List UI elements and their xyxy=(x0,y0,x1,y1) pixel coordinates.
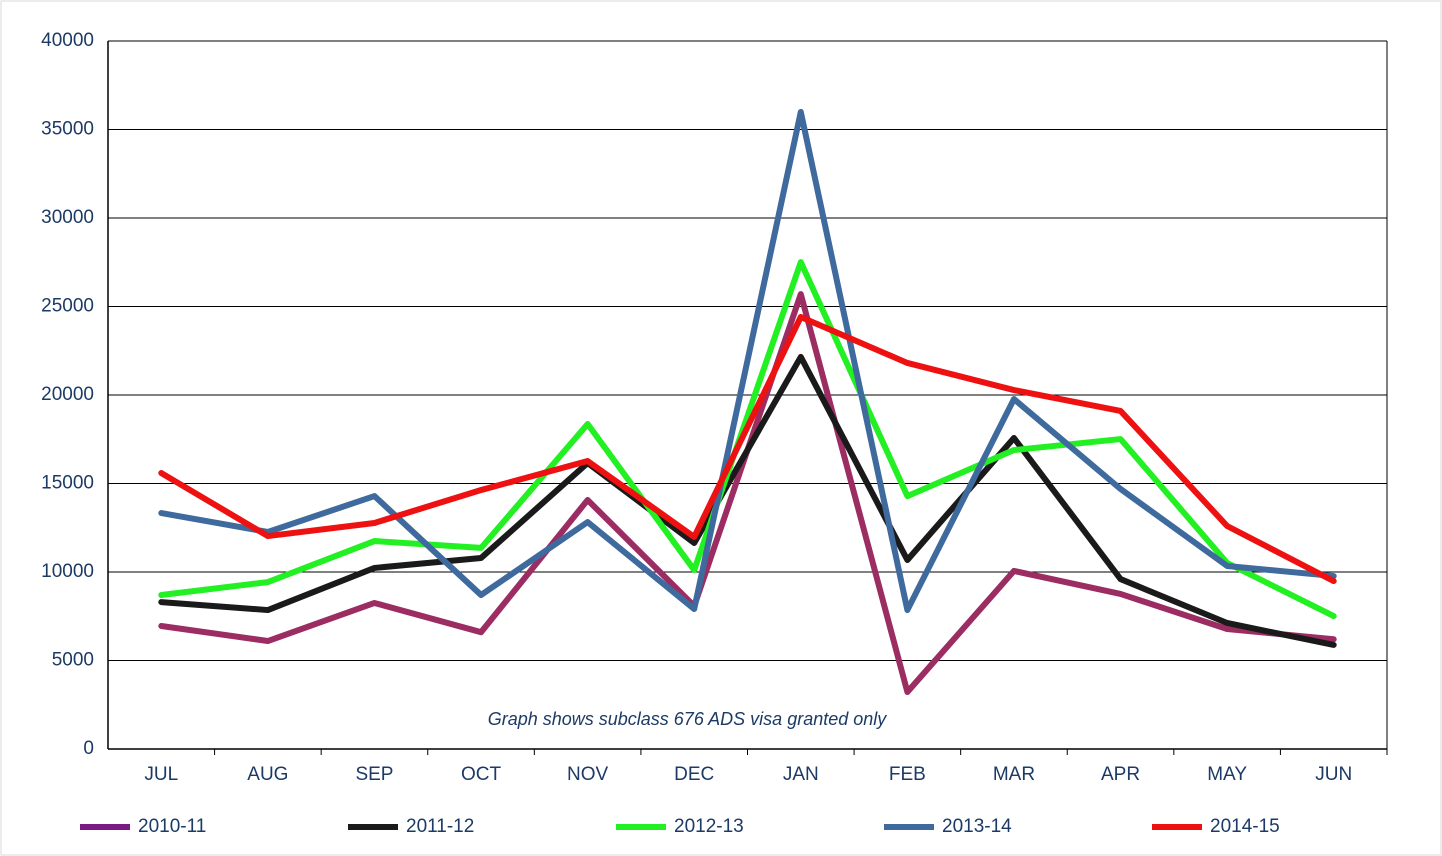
y-tick-label: 20000 xyxy=(41,384,94,405)
series-line xyxy=(158,259,1337,620)
y-tick-label: 35000 xyxy=(41,119,94,140)
legend-label: 2010-11 xyxy=(138,816,206,837)
y-tick-label: 5000 xyxy=(52,650,94,671)
x-tick-label: AUG xyxy=(247,764,288,785)
x-tick-label: JAN xyxy=(783,764,819,785)
y-tick-label: 15000 xyxy=(41,473,94,494)
series-line xyxy=(158,108,1337,614)
legend-label: 2012-13 xyxy=(674,816,744,837)
y-tick-label: 30000 xyxy=(41,207,94,228)
x-tick-label: OCT xyxy=(461,764,502,785)
y-tick-label: 40000 xyxy=(41,30,94,51)
legend-label: 2014-15 xyxy=(1210,816,1280,837)
x-tick-label: NOV xyxy=(567,764,609,785)
x-tick-label: DEC xyxy=(674,764,714,785)
x-tick-label: JUL xyxy=(144,764,178,785)
annotation: Graph shows subclass 676 ADS visa grante… xyxy=(488,709,888,729)
series-line xyxy=(158,353,1337,648)
x-tick-label: JUN xyxy=(1315,764,1352,785)
x-tick-label: FEB xyxy=(889,764,926,785)
x-tick-label: SEP xyxy=(355,764,393,785)
x-tick-label: APR xyxy=(1101,764,1140,785)
legend-label: 2011-12 xyxy=(406,816,474,837)
y-tick-label: 25000 xyxy=(41,296,94,317)
x-tick-label: MAR xyxy=(993,764,1035,785)
legend-label: 2013-14 xyxy=(942,816,1012,837)
x-tick-label: MAY xyxy=(1207,764,1247,785)
y-tick-label: 10000 xyxy=(41,561,94,582)
y-tick-label: 0 xyxy=(83,738,94,759)
series-line xyxy=(158,313,1337,585)
